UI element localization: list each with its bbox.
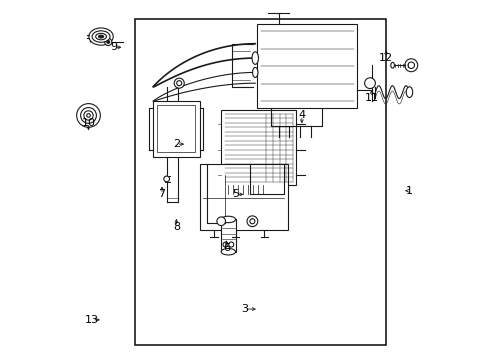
Circle shape bbox=[83, 111, 93, 120]
Bar bbox=[135, 19, 386, 345]
Ellipse shape bbox=[96, 33, 106, 40]
Bar bbox=[221, 220, 235, 252]
Circle shape bbox=[223, 242, 227, 247]
Circle shape bbox=[106, 41, 109, 43]
Ellipse shape bbox=[406, 87, 412, 98]
Ellipse shape bbox=[221, 248, 235, 255]
Circle shape bbox=[246, 216, 257, 226]
Bar bbox=[153, 101, 199, 157]
Bar bbox=[257, 24, 357, 108]
Circle shape bbox=[249, 219, 254, 224]
Ellipse shape bbox=[221, 216, 235, 223]
Circle shape bbox=[77, 104, 100, 127]
Ellipse shape bbox=[251, 52, 258, 64]
Circle shape bbox=[217, 217, 225, 226]
Circle shape bbox=[228, 242, 233, 247]
Text: 4: 4 bbox=[298, 111, 305, 121]
Text: 8: 8 bbox=[172, 222, 180, 231]
Ellipse shape bbox=[390, 62, 394, 68]
Text: 13: 13 bbox=[85, 315, 99, 325]
Circle shape bbox=[404, 59, 417, 72]
Bar bbox=[199, 164, 287, 230]
Circle shape bbox=[86, 114, 90, 117]
Ellipse shape bbox=[252, 67, 258, 77]
Bar bbox=[157, 105, 195, 152]
Circle shape bbox=[81, 108, 96, 123]
Text: 9: 9 bbox=[110, 42, 117, 52]
Text: 3: 3 bbox=[241, 304, 247, 314]
Text: 7: 7 bbox=[158, 189, 165, 199]
Bar bbox=[221, 110, 296, 185]
Circle shape bbox=[407, 62, 414, 68]
Circle shape bbox=[364, 78, 375, 89]
Circle shape bbox=[163, 176, 169, 182]
Text: 2: 2 bbox=[172, 139, 180, 149]
Text: 12: 12 bbox=[378, 53, 392, 63]
Ellipse shape bbox=[92, 31, 110, 42]
Text: 1: 1 bbox=[405, 186, 412, 196]
Text: 6: 6 bbox=[223, 243, 229, 253]
Text: 10: 10 bbox=[81, 118, 95, 128]
Text: 5: 5 bbox=[232, 189, 239, 199]
Ellipse shape bbox=[99, 35, 103, 38]
Text: 11: 11 bbox=[364, 93, 378, 103]
Circle shape bbox=[174, 78, 184, 88]
Circle shape bbox=[176, 81, 182, 86]
Circle shape bbox=[104, 39, 112, 45]
Ellipse shape bbox=[89, 28, 113, 45]
